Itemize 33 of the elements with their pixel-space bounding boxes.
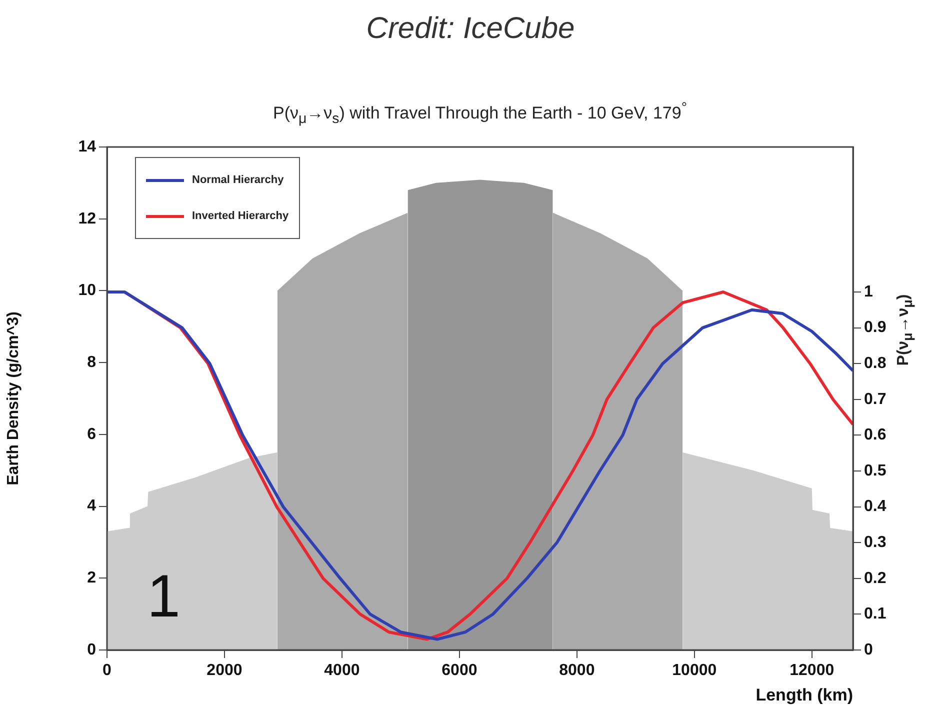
y-tick-label: 0	[87, 641, 96, 658]
y2-tick-label: 0.4	[864, 498, 886, 516]
y2-tick-label: 0.1	[864, 606, 886, 623]
y2-tick-label: 0.5	[864, 462, 886, 480]
y-tick-label: 12	[78, 210, 96, 228]
y-tick-label: 14	[78, 138, 96, 156]
text: Credit: IceCube	[365, 12, 576, 46]
y-tick-label: 6	[87, 426, 96, 443]
x-tick-label: 0	[102, 662, 112, 680]
y2-tick-label: 0.3	[864, 534, 886, 552]
y2-tick-label: 1	[864, 283, 873, 300]
y2-tick-label: 0.7	[864, 390, 886, 408]
chart-title: P(ν$_{μ}$→ν$_{s}$) with Travel Through the Earth - 10 GeV, 179$^{°}$	[272, 100, 688, 128]
y-axis-title: Earth Density (g/cm^3)	[5, 312, 22, 486]
y2-tick-label: 0.8	[864, 355, 886, 372]
annotation: 1	[147, 562, 180, 630]
y2-tick-label: 0.9	[864, 319, 886, 336]
legend-label: Normal Hierarchy	[192, 174, 284, 186]
x-axis-title: Length (km)	[756, 685, 853, 704]
y-tick-label: 10	[78, 282, 96, 300]
x-tick-label: 10000	[672, 662, 717, 680]
x-tick-label: 12000	[790, 662, 834, 680]
y2-tick-label: 0	[864, 641, 873, 658]
y2-tick-label: 0.2	[864, 570, 886, 587]
x-tick-label: 4000	[324, 662, 360, 680]
x-tick-label: 8000	[559, 662, 595, 680]
y-tick-label: 8	[87, 354, 96, 371]
x-tick-label: 2000	[206, 662, 242, 680]
y2-tick-label: 0.6	[864, 426, 886, 444]
y-tick-label: 4	[87, 498, 96, 515]
x-tick-label: 6000	[442, 662, 478, 680]
legend-label: Inverted Hierarchy	[192, 210, 289, 222]
y-tick-label: 2	[87, 570, 96, 587]
